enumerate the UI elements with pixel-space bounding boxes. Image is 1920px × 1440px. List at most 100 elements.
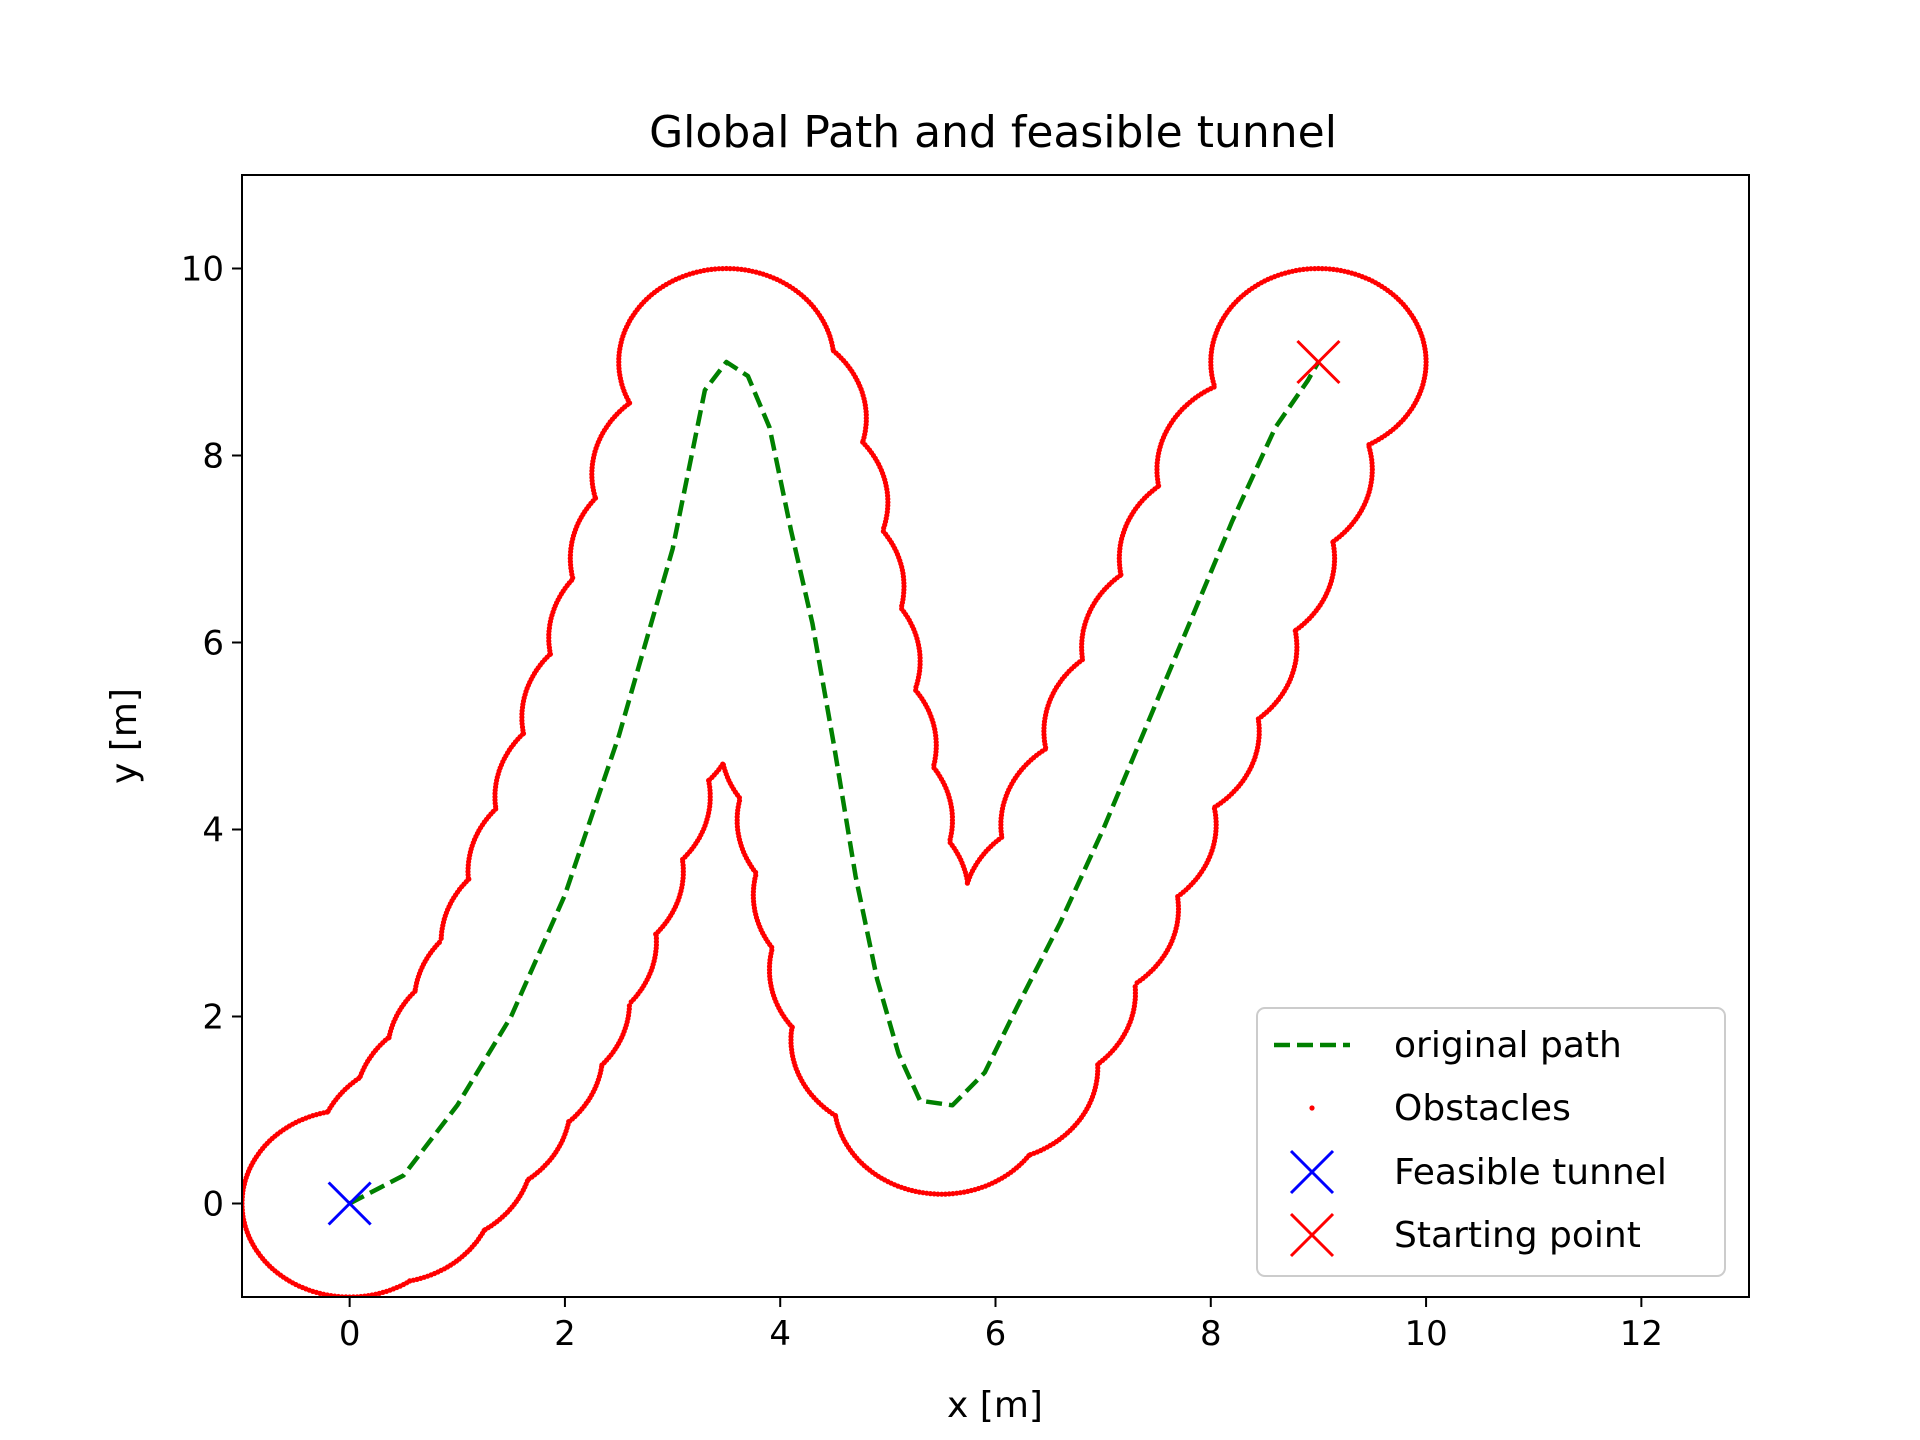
obstacle-point: [1423, 362, 1429, 368]
x-axis-ticks: 0 2 4 6 8 10 12: [339, 1297, 1663, 1354]
obstacle-point: [465, 875, 471, 881]
obstacle-point: [899, 606, 905, 612]
obstacle-point: [927, 1191, 934, 1197]
obstacle-point: [947, 840, 953, 846]
obstacle-point: [438, 935, 444, 942]
obstacle-point: [570, 575, 576, 581]
obstacle-point: [1331, 559, 1338, 565]
obstacle-point: [885, 502, 891, 509]
obstacle-point: [942, 1191, 949, 1197]
obstacle-point: [860, 439, 866, 445]
obstacle-point: [998, 832, 1005, 838]
obstacle-point: [727, 266, 733, 272]
obstacle-point: [1095, 1068, 1101, 1074]
obstacle-point: [592, 494, 598, 500]
obstacle-point: [949, 820, 956, 827]
x-tick-label: 0: [339, 1314, 361, 1354]
legend-handle-point: [1309, 1105, 1315, 1111]
obstacle-point: [964, 880, 971, 886]
y-axis-ticks: 0 2 4 6 8 10: [181, 250, 242, 1225]
obstacle-point: [1211, 382, 1217, 388]
legend-entry: Starting point: [1289, 1212, 1641, 1258]
obstacle-point: [950, 1191, 956, 1197]
obstacle-point: [1304, 266, 1310, 272]
obstacle-point: [931, 765, 937, 771]
obstacle-point: [931, 1191, 937, 1197]
obstacle-point: [357, 1073, 363, 1079]
obstacle-point: [653, 942, 660, 948]
obstacle-point: [901, 587, 907, 593]
obstacle-point: [1294, 647, 1300, 654]
obstacle-point: [1118, 572, 1124, 578]
obstacle-point: [716, 266, 722, 272]
legend-entry: Obstacles: [1309, 1088, 1571, 1129]
legend-label: original path: [1394, 1025, 1622, 1066]
obstacle-point: [325, 1108, 331, 1114]
obstacle-point: [626, 1003, 633, 1009]
obstacle-point: [707, 797, 713, 803]
starting-point-marker: [1296, 339, 1341, 385]
obstacle-point: [1315, 265, 1321, 272]
obstacle-point: [1256, 732, 1262, 738]
series-original-path: [348, 359, 1321, 1206]
obstacle-point: [1319, 266, 1325, 272]
x-tick-label: 8: [1200, 1314, 1222, 1354]
obstacle-point: [1175, 909, 1181, 915]
obstacle-point: [863, 418, 869, 424]
legend-label: Starting point: [1394, 1215, 1641, 1256]
obstacle-point: [493, 803, 499, 810]
obstacle-point: [738, 266, 745, 272]
x-tick-label: 6: [985, 1314, 1007, 1354]
obstacle-point: [1132, 984, 1138, 990]
y-tick-label: 0: [202, 1185, 224, 1225]
obstacle-point: [917, 661, 923, 668]
y-tick-label: 8: [202, 437, 224, 477]
y-axis-label: y [m]: [104, 688, 145, 784]
obstacle-point: [913, 687, 919, 694]
obstacle-point: [1323, 266, 1329, 272]
x-tick-label: 4: [769, 1314, 791, 1354]
data-layer: [242, 265, 1429, 1297]
obstacle-point: [1132, 993, 1138, 1000]
y-tick-label: 6: [202, 624, 224, 664]
obstacle-point: [680, 872, 686, 878]
obstacle-point: [1213, 825, 1219, 831]
x-tick-label: 10: [1404, 1314, 1447, 1354]
legend-label: Obstacles: [1394, 1088, 1571, 1129]
feasible-tunnel-marker: [327, 1181, 372, 1226]
legend: original path Obstacles Feasible tunnel Sta…: [1256, 1007, 1726, 1277]
legend-label: Feasible tunnel: [1394, 1152, 1667, 1193]
obstacle-point: [1369, 470, 1375, 476]
obstacle-point: [1327, 266, 1333, 272]
obstacle-point: [547, 651, 554, 657]
obstacle-point: [520, 730, 527, 737]
obstacle-point: [1308, 266, 1314, 272]
obstacle-point: [935, 1191, 941, 1197]
legend-entry: original path: [1274, 1025, 1622, 1066]
x-tick-label: 2: [554, 1314, 576, 1354]
legend-box: [1256, 1007, 1726, 1277]
obstacle-point: [1156, 483, 1162, 489]
obstacle-point: [723, 265, 730, 272]
y-tick-label: 4: [202, 811, 224, 851]
series-obstacles: [242, 265, 1429, 1297]
obstacle-point: [880, 528, 887, 535]
obstacle-point: [731, 266, 737, 272]
obstacle-point: [933, 746, 939, 752]
y-tick-label: 2: [202, 998, 224, 1038]
legend-handle-x: [1289, 1212, 1335, 1258]
obstacle-point: [830, 348, 837, 354]
obstacle-point: [627, 400, 633, 406]
obstacle-point: [720, 266, 726, 272]
obstacle-point: [386, 1035, 392, 1041]
obstacle-point: [412, 986, 418, 993]
obstacle-point: [939, 1191, 945, 1197]
legend-handle-x: [1289, 1149, 1335, 1195]
obstacle-point: [1043, 745, 1049, 751]
chart-title: Global Path and feasible tunnel: [649, 107, 1337, 158]
obstacle-point: [1312, 266, 1318, 272]
y-tick-label: 10: [181, 250, 224, 290]
obstacle-point: [1079, 654, 1085, 660]
legend-entry: Feasible tunnel: [1289, 1149, 1667, 1195]
